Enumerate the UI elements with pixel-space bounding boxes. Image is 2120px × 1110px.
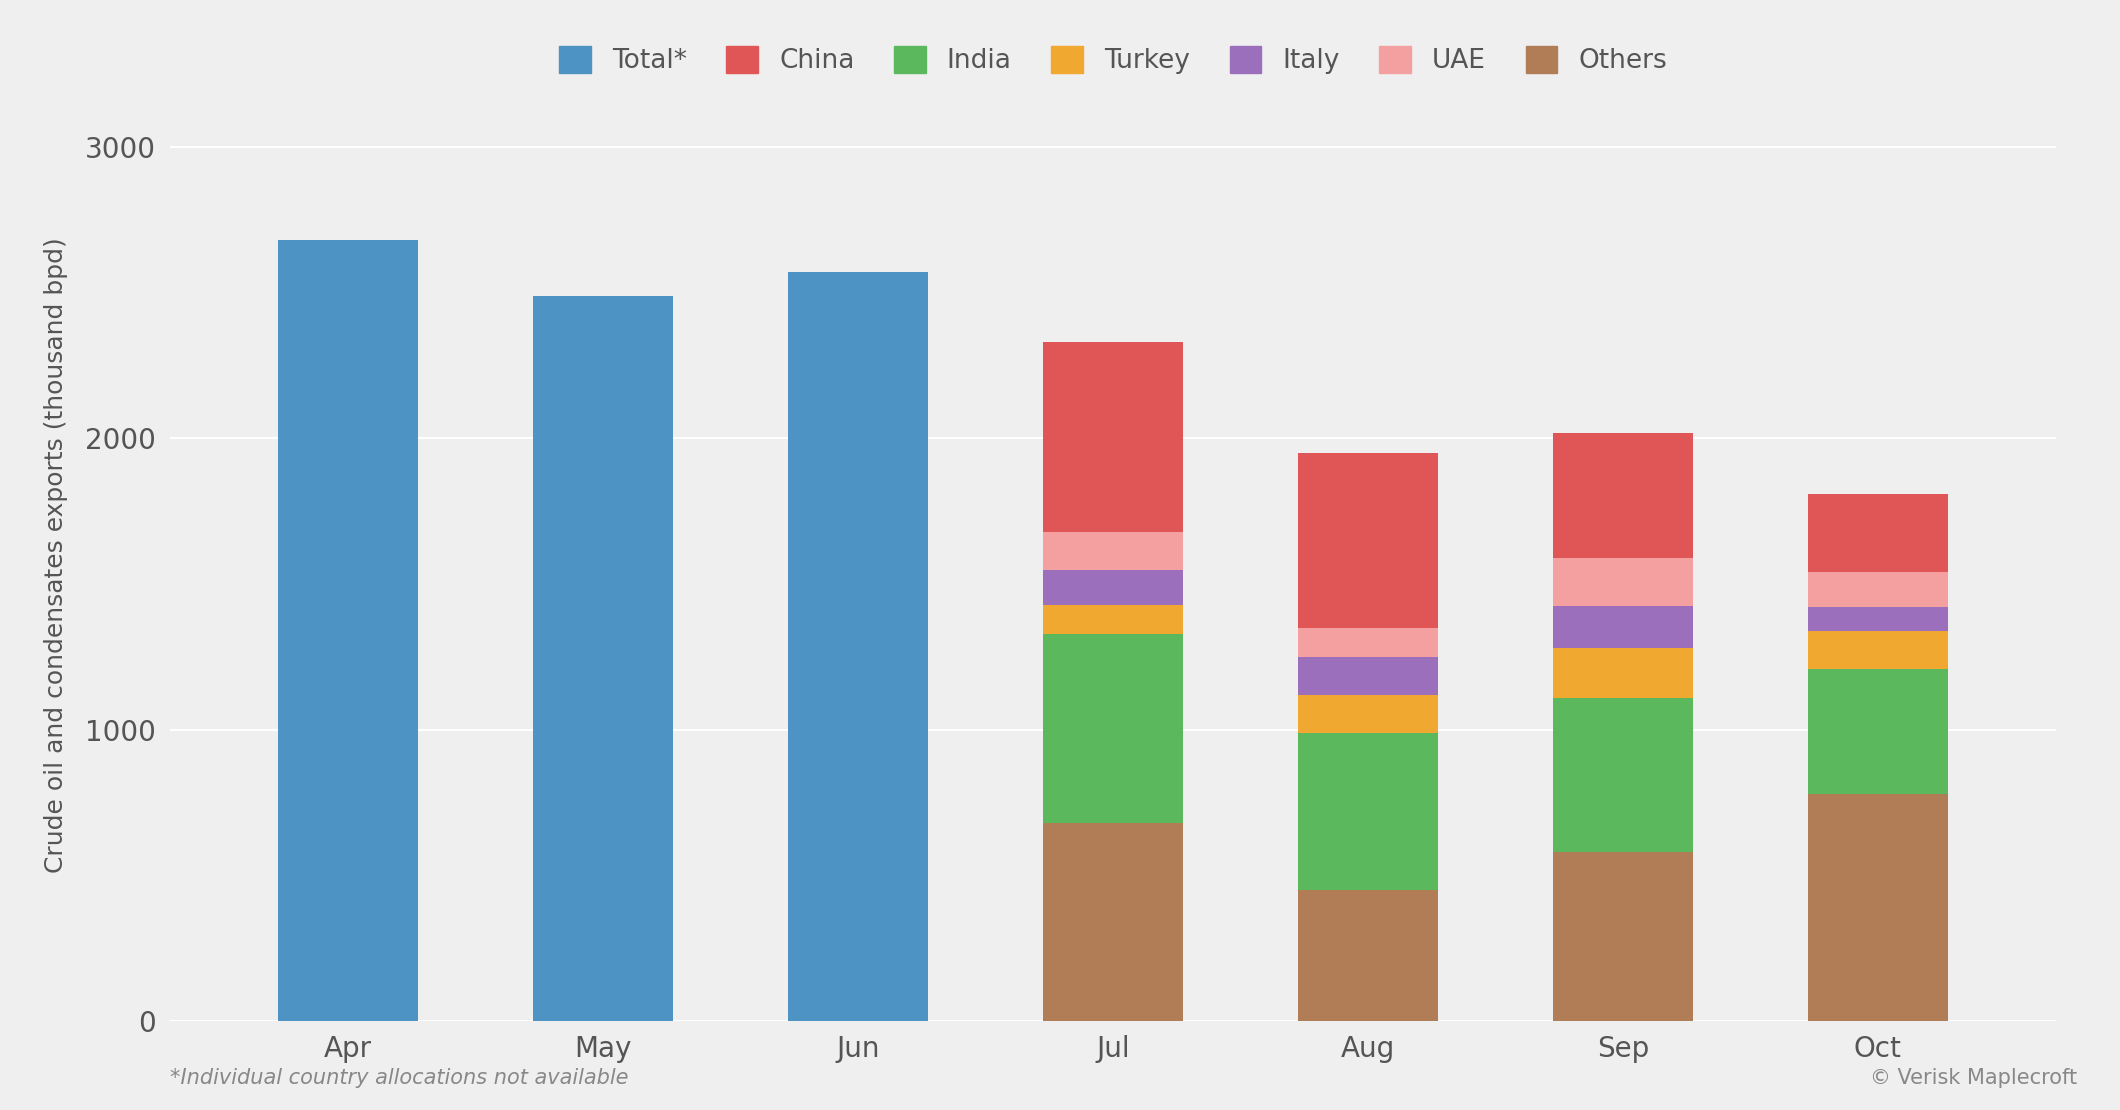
Bar bbox=[1043, 634, 1183, 824]
Bar bbox=[1808, 494, 1948, 573]
Bar bbox=[1552, 648, 1694, 698]
Text: © Verisk Maplecroft: © Verisk Maplecroft bbox=[1870, 1068, 2078, 1088]
Bar bbox=[1043, 605, 1183, 634]
Bar bbox=[1808, 630, 1948, 668]
Bar bbox=[1552, 433, 1694, 558]
Bar bbox=[1043, 569, 1183, 605]
Bar bbox=[1297, 657, 1437, 695]
Bar bbox=[1043, 532, 1183, 569]
Bar bbox=[1297, 628, 1437, 657]
Bar bbox=[1043, 342, 1183, 532]
Bar bbox=[1043, 824, 1183, 1021]
Bar bbox=[1808, 794, 1948, 1021]
Bar bbox=[1808, 573, 1948, 607]
Legend: Total*, China, India, Turkey, Italy, UAE, Others: Total*, China, India, Turkey, Italy, UAE… bbox=[560, 46, 1666, 74]
Bar bbox=[1297, 733, 1437, 890]
Y-axis label: Crude oil and condensates exports (thousand bpd): Crude oil and condensates exports (thous… bbox=[45, 238, 68, 872]
Bar bbox=[1297, 695, 1437, 733]
Bar bbox=[1552, 698, 1694, 852]
Text: *Individual country allocations not available: *Individual country allocations not avai… bbox=[170, 1068, 628, 1088]
Bar bbox=[532, 295, 674, 1021]
Bar bbox=[278, 240, 418, 1021]
Bar bbox=[789, 272, 929, 1021]
Bar bbox=[1552, 606, 1694, 648]
Bar bbox=[1552, 852, 1694, 1021]
Bar bbox=[1808, 607, 1948, 630]
Bar bbox=[1297, 453, 1437, 628]
Bar bbox=[1552, 558, 1694, 606]
Bar bbox=[1808, 668, 1948, 794]
Bar bbox=[1297, 890, 1437, 1021]
